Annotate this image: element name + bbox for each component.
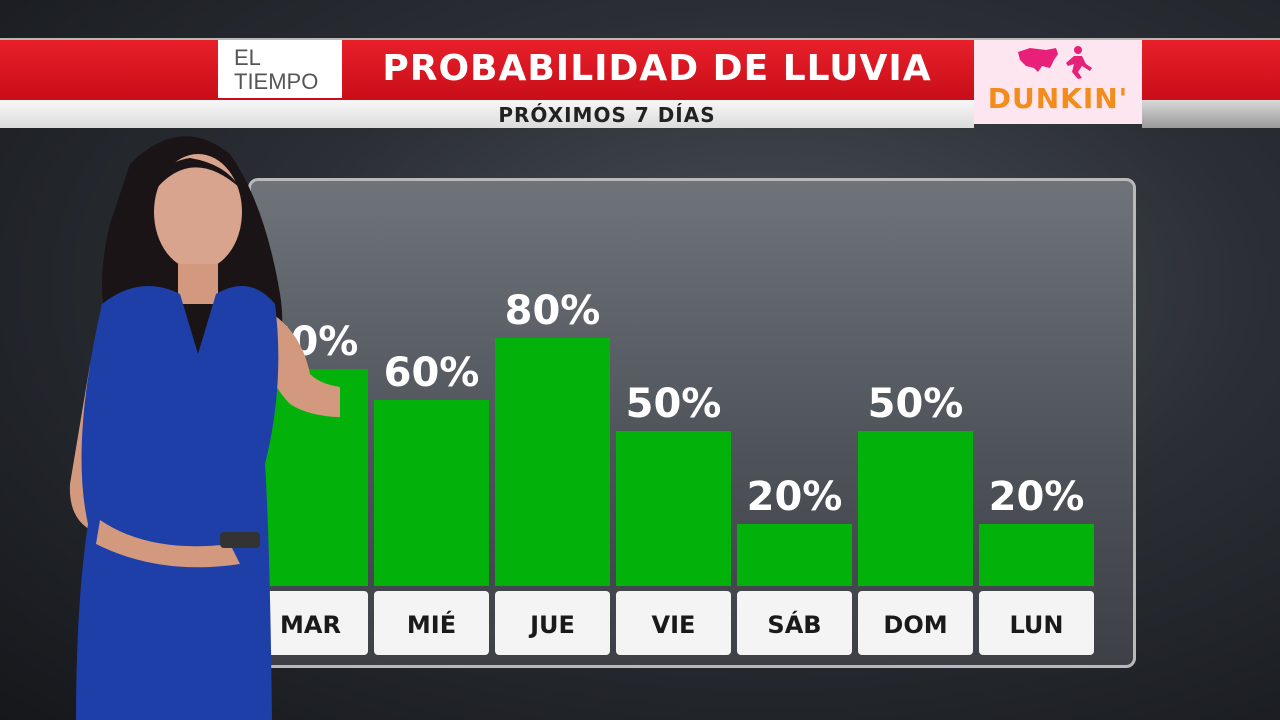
category-box-vie: [616, 591, 731, 655]
category-label-lun: LUN: [1009, 611, 1063, 639]
category-label-jue: JUE: [528, 611, 575, 639]
value-label-lun: 20%: [989, 474, 1085, 520]
chart-panel: 70% MAR 60% MIÉ 80% JUE 50% VIE 20% SÁB 50% DOM 20% L…: [248, 178, 1136, 668]
category-box-lun: [979, 591, 1094, 655]
subtitle-banner: [0, 100, 974, 128]
sponsor-logo: DUNKIN': [974, 40, 1142, 124]
value-label-jue: 80%: [505, 288, 601, 334]
category-label-dom: DOM: [883, 611, 947, 639]
presenter-figure: [69, 136, 340, 720]
category-label-sáb: SÁB: [767, 610, 821, 639]
usa-map-runner-icon: [1018, 46, 1092, 79]
category-box-dom: [858, 591, 973, 655]
category-box-mar: [253, 591, 368, 655]
bar-jue: [495, 338, 610, 586]
brand-logo: EL TIEMPO: [218, 40, 342, 98]
bar-sáb: [737, 524, 852, 586]
page-subtitle: PRÓXIMOS 7 DÍAS: [498, 103, 716, 127]
page-title: PROBABILIDAD DE LLUVIA: [382, 48, 932, 89]
category-box-jue: [495, 591, 610, 655]
value-label-vie: 50%: [626, 381, 722, 427]
category-label-mar: MAR: [280, 611, 341, 639]
brand-name: EL TIEMPO: [234, 45, 319, 94]
category-label-vie: VIE: [652, 611, 696, 639]
bar-lun: [979, 524, 1094, 586]
category-label-mié: MIÉ: [407, 610, 456, 639]
category-box-mié: [374, 591, 489, 655]
value-label-mié: 60%: [384, 350, 480, 396]
category-box-sáb: [737, 591, 852, 655]
value-label-sáb: 20%: [747, 474, 843, 520]
value-label-dom: 50%: [868, 381, 964, 427]
bar-vie: [616, 431, 731, 586]
subtitle-banner-end: [1142, 100, 1280, 128]
bar-dom: [858, 431, 973, 586]
bar-mié: [374, 400, 489, 586]
rain-probability-chart: 70%MAR60%MIÉ80%JUE50%VIE20%SÁB50%DOM20%L…: [253, 288, 1094, 655]
sponsor-name: DUNKIN': [987, 82, 1129, 115]
